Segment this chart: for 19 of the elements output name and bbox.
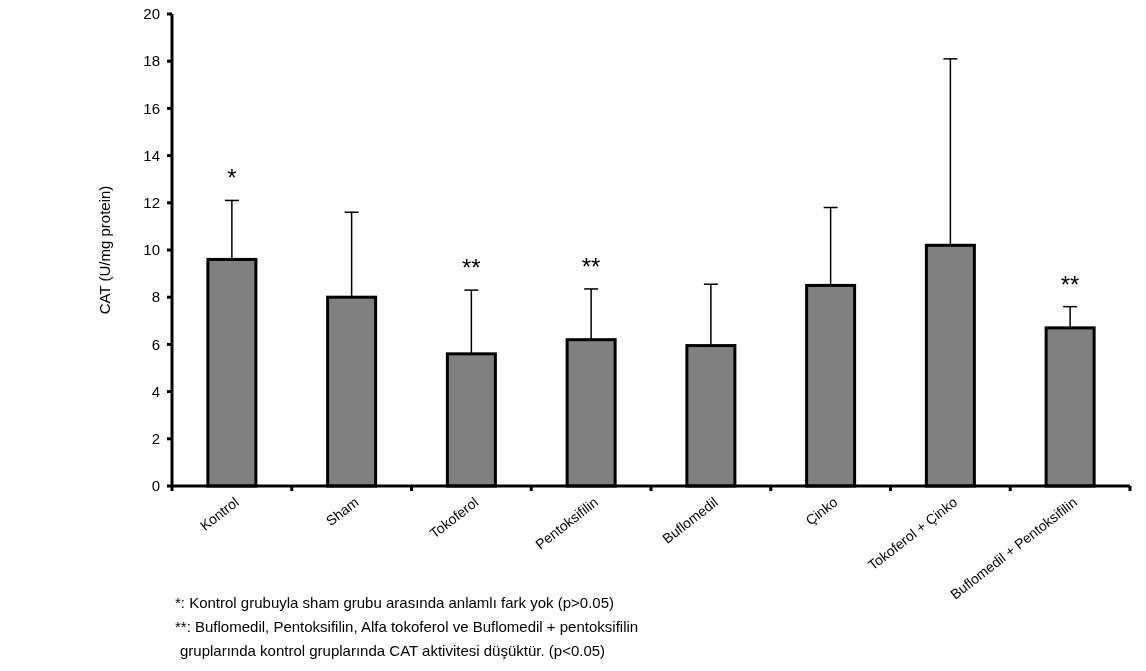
annotation: ** (581, 252, 601, 280)
y-tick-label: 6 (151, 335, 160, 353)
y-tick-label: 10 (143, 241, 160, 259)
y-tick-label: 14 (143, 146, 160, 164)
text: **: Buflomedil, Pentoksifilin, Alfa tokoferol ve Buflomedil + pentoksifilin (175, 618, 639, 635)
y-axis-title: CAT (U/mg protein) (96, 185, 113, 315)
y-tick-label: 8 (151, 288, 160, 306)
y-tick-label: 12 (143, 194, 160, 212)
y-tick-label: 20 (143, 5, 160, 23)
annotation: * (227, 164, 237, 192)
annotation: ** (462, 254, 481, 282)
y-tick-label: 18 (143, 52, 160, 70)
y-tick-label: 0 (151, 477, 160, 495)
y-tick-label: 4 (151, 382, 160, 400)
text: gruplarında kontrol gruplarında CAT aktivitesi düşüktür. (p<0.05) (180, 642, 606, 659)
text: *: Kontrol grubuyla sham grubu arasında anlamlı fark yok (p>0.05) (175, 594, 614, 611)
y-tick-label: 16 (143, 99, 160, 117)
y-tick-label: 2 (151, 430, 160, 448)
annotation: ** (1060, 270, 1080, 298)
